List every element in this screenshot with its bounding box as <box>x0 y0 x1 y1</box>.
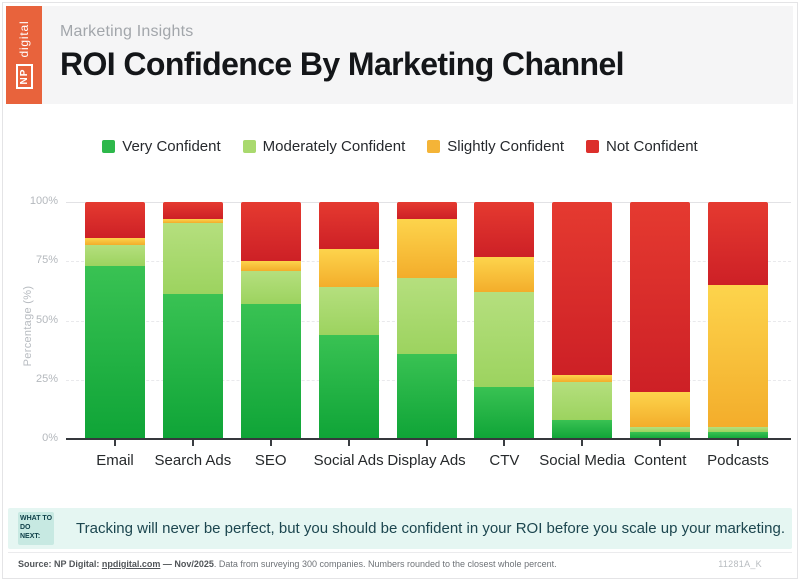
bar-social-ads <box>318 202 379 446</box>
segment-not-confident <box>240 202 301 262</box>
segment-moderately-confident <box>396 277 457 354</box>
x-label-social-media: Social Media <box>539 452 626 469</box>
segment-slightly-confident <box>630 391 691 428</box>
legend: Very Confident Moderately Confident Slight… <box>0 138 800 155</box>
y-tick-label-100: 100% <box>29 195 58 207</box>
source-prefix: Source: NP Digital: <box>18 559 102 569</box>
segment-not-confident <box>474 202 535 257</box>
legend-swatch-not-confident <box>586 140 599 153</box>
x-label-email: Email <box>96 452 134 469</box>
header: NP digital Marketing Insights ROI Confid… <box>6 6 793 104</box>
segment-very-confident <box>85 266 145 439</box>
bar-seo <box>240 202 301 446</box>
x-label-seo: SEO <box>254 452 287 469</box>
segment-moderately-confident <box>162 223 223 295</box>
source-date: Nov/2025 <box>174 559 214 569</box>
legend-item-moderately-confident: Moderately Confident <box>242 138 406 155</box>
legend-item-not-confident: Not Confident <box>586 138 698 155</box>
segment-moderately-confident <box>708 427 768 432</box>
bar-email <box>85 202 145 446</box>
bar-display-ads <box>396 202 457 446</box>
segment-very-confident <box>240 303 301 439</box>
segment-not-confident <box>396 202 457 219</box>
legend-swatch-very-confident <box>102 140 116 153</box>
segment-moderately-confident <box>85 244 145 266</box>
y-tick-label-0: 0% <box>42 432 58 444</box>
bar-content <box>630 202 691 446</box>
segment-slightly-confident <box>396 218 457 278</box>
source-rest: . Data from surveying 300 companies. Num… <box>213 559 557 569</box>
segment-slightly-confident <box>708 284 768 428</box>
legend-label-not-confident: Not Confident <box>606 138 698 155</box>
header-text-block: Marketing Insights ROI Confidence By Mar… <box>60 23 625 83</box>
segment-moderately-confident <box>552 382 613 421</box>
legend-item-very-confident: Very Confident <box>102 138 221 155</box>
bar-podcasts <box>708 202 768 446</box>
segment-slightly-confident <box>552 375 613 383</box>
y-axis-title: Percentage (%) <box>22 285 34 367</box>
legend-label-slightly-confident: Slightly Confident <box>447 138 564 155</box>
source-text: Source: NP Digital: npdigital.com — Nov/… <box>18 559 557 569</box>
source-link[interactable]: npdigital.com <box>101 559 161 569</box>
y-tick-label-75: 75% <box>35 254 58 267</box>
segment-slightly-confident <box>240 261 301 271</box>
legend-item-slightly-confident: Slightly Confident <box>427 138 564 155</box>
x-label-social-ads: Social Ads <box>313 452 384 469</box>
segment-very-confident <box>630 431 691 439</box>
legend-label-moderately-confident: Moderately Confident <box>262 138 406 155</box>
segment-very-confident <box>396 353 457 439</box>
segment-not-confident <box>630 202 691 392</box>
legend-swatch-moderately-confident <box>242 140 256 153</box>
callout-text: Tracking will never be perfect, but you … <box>76 520 785 537</box>
segment-very-confident <box>318 334 379 439</box>
segment-very-confident <box>552 420 613 439</box>
segment-not-confident <box>708 202 768 285</box>
callout-banner: WHAT TO DO NEXT: Tracking will never be … <box>8 508 792 549</box>
callout-tag: WHAT TO DO NEXT: <box>18 512 54 545</box>
x-axis-line <box>66 438 791 440</box>
page-title: ROI Confidence By Marketing Channel <box>60 46 625 82</box>
segment-slightly-confident <box>318 249 379 288</box>
legend-swatch-slightly-confident <box>427 140 441 153</box>
segment-moderately-confident <box>240 270 301 304</box>
segment-moderately-confident <box>474 292 535 387</box>
segment-very-confident <box>162 294 223 439</box>
x-label-search-ads: Search Ads <box>154 452 232 469</box>
segment-not-confident <box>552 202 613 376</box>
bar-social-media <box>552 202 613 446</box>
segment-moderately-confident <box>318 287 379 335</box>
x-label-podcasts: Podcasts <box>707 452 769 469</box>
bar-search-ads <box>162 202 223 446</box>
legend-label-very-confident: Very Confident <box>122 138 221 155</box>
y-tick-label-25: 25% <box>35 372 58 385</box>
x-label-display-ads: Display Ads <box>387 452 466 469</box>
x-label-ctv: CTV <box>489 452 520 469</box>
segment-not-confident <box>85 202 145 238</box>
source-row: Source: NP Digital: npdigital.com — Nov/… <box>8 552 792 569</box>
segment-very-confident <box>708 431 768 439</box>
segment-slightly-confident <box>85 237 145 245</box>
segment-slightly-confident <box>162 218 223 224</box>
eyebrow-label: Marketing Insights <box>60 23 194 40</box>
segment-not-confident <box>318 202 379 250</box>
x-label-content: Content <box>633 452 687 469</box>
y-tick-label-50: 50% <box>35 313 58 326</box>
segment-moderately-confident <box>630 427 691 432</box>
source-code: 11281A_K <box>718 559 762 569</box>
segment-not-confident <box>162 202 223 219</box>
segment-very-confident <box>474 386 535 439</box>
source-separator: — <box>160 559 175 569</box>
segment-slightly-confident <box>474 256 535 293</box>
bar-ctv <box>474 202 535 446</box>
np-digital-logo: NP digital <box>6 6 42 104</box>
bars <box>85 202 768 446</box>
